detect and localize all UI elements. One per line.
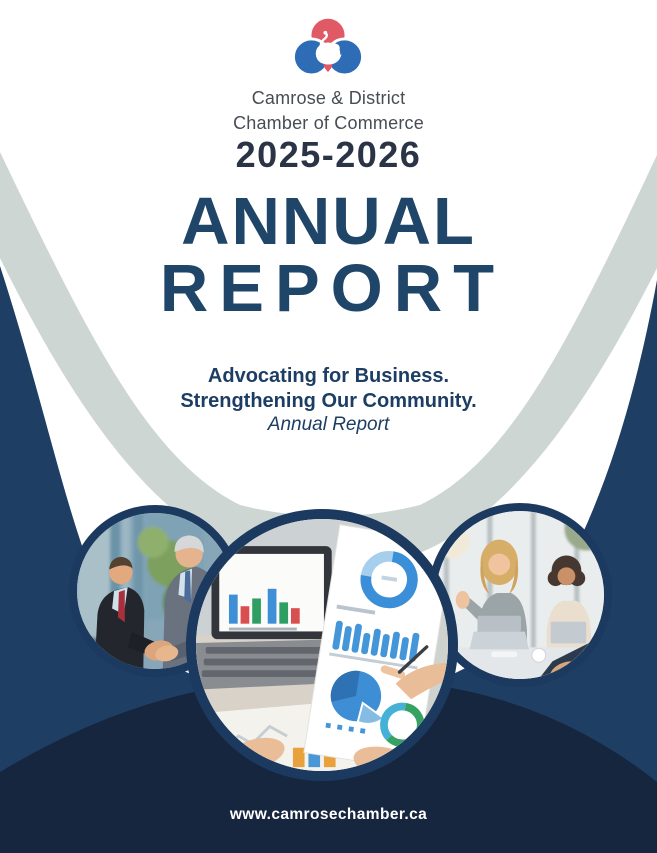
charts-photo (196, 519, 448, 771)
photo-circle-charts (186, 509, 458, 781)
tagline-line2: Strengthening Our Community. (180, 390, 477, 412)
meeting-photo (436, 511, 604, 679)
org-name-line1: Camrose & District (251, 88, 406, 108)
subtitle-italic: Annual Report (267, 414, 390, 435)
tagline-line1: Advocating for Business. (207, 365, 450, 387)
org-name-line2: Chamber of Commerce (233, 113, 424, 133)
tagline: Advocating for Business. Strengthening O… (0, 364, 657, 414)
photo-circle-meeting (428, 503, 612, 687)
website-url: www.camrosechamber.ca (229, 806, 428, 823)
report-title-line1: ANNUAL (181, 184, 476, 259)
report-title-line2: REPORT (159, 251, 506, 326)
chamber-logo (292, 15, 364, 77)
report-years: 2025-2026 (235, 134, 422, 175)
swan-icon (316, 30, 342, 73)
report-title: ANNUAL REPORT (0, 188, 657, 322)
org-name: Camrose & District Chamber of Commerce (0, 86, 657, 136)
